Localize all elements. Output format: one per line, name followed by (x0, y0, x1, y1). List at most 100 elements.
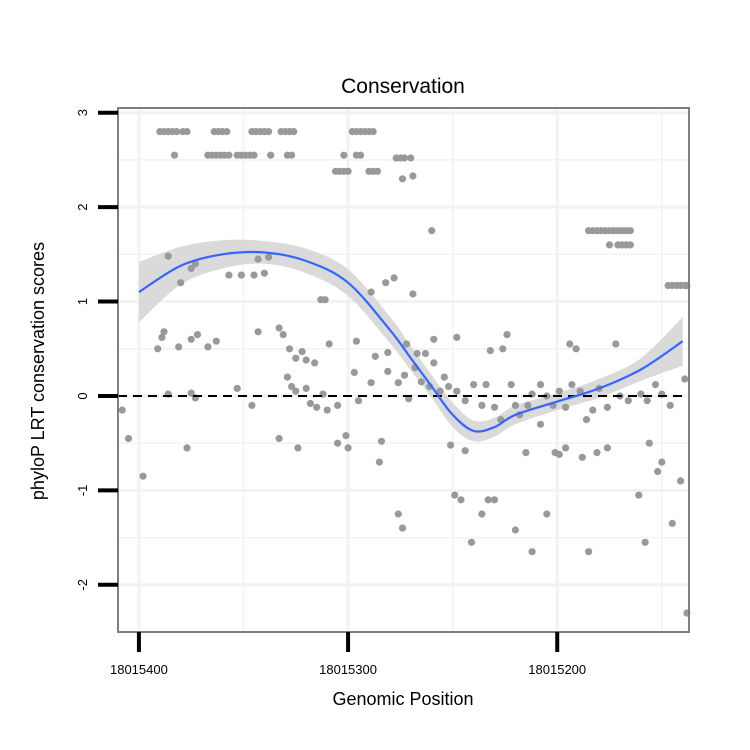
data-point (334, 401, 342, 409)
data-point (511, 526, 519, 534)
data-point (384, 348, 392, 357)
data-point (354, 397, 363, 405)
data-point (275, 324, 283, 332)
data-point (187, 389, 195, 397)
y-axis-title: phyloP LRT conservation scores (28, 242, 48, 500)
data-point (626, 227, 635, 235)
data-point (482, 381, 490, 389)
data-point (453, 333, 461, 341)
data-point (212, 337, 220, 345)
data-point (409, 172, 417, 180)
data-point (478, 510, 486, 518)
x-axis-title: Genomic Position (332, 689, 473, 709)
data-point (436, 387, 444, 395)
grid-lines (118, 108, 689, 633)
confidence-ribbon (138, 239, 683, 442)
data-point (677, 477, 685, 485)
data-point (484, 496, 492, 504)
data-point (175, 343, 183, 351)
data-point (311, 359, 319, 367)
data-point (407, 154, 415, 162)
data-point (555, 450, 563, 459)
data-point (177, 279, 185, 287)
data-point (405, 395, 413, 403)
data-point (603, 403, 612, 411)
data-point (467, 538, 476, 546)
data-point (118, 406, 126, 414)
data-point (398, 175, 407, 183)
data-point (193, 331, 202, 339)
data-point (626, 241, 635, 249)
data-point (490, 403, 499, 411)
data-point (237, 271, 245, 279)
data-point (612, 340, 620, 348)
x-tick-label: 18015200 (528, 662, 586, 677)
y-axis: -2 -1 0 1 2 3 (75, 109, 118, 591)
data-point (285, 345, 294, 353)
data-point (681, 375, 689, 383)
data-point (603, 444, 612, 452)
data-point (377, 437, 386, 445)
y-tick-label: 0 (75, 392, 90, 399)
data-point (164, 252, 172, 260)
data-point (160, 328, 168, 336)
data-point (371, 352, 379, 360)
data-point (254, 328, 262, 336)
data-point (369, 128, 377, 136)
data-point (524, 401, 532, 409)
data-point (486, 347, 494, 355)
data-point (478, 401, 486, 409)
data-point (394, 510, 402, 518)
data-point (536, 381, 545, 389)
data-point (223, 128, 231, 136)
data-point (637, 390, 645, 398)
data-point (250, 151, 258, 159)
data-point (461, 447, 469, 455)
data-point (605, 241, 614, 249)
data-point (225, 271, 233, 279)
data-point (382, 279, 390, 287)
data-point (139, 472, 147, 480)
smooth-line (138, 250, 684, 433)
x-axis: 18015400 18015300 18015200 (110, 632, 586, 677)
panel-border (117, 107, 690, 633)
data-point (233, 384, 241, 392)
data-point (409, 290, 417, 298)
data-point (292, 387, 300, 395)
data-point (562, 444, 570, 452)
data-point (283, 373, 291, 381)
data-points (118, 128, 691, 617)
data-point (375, 458, 383, 466)
data-point (313, 403, 321, 411)
data-point (292, 354, 300, 362)
data-point (413, 349, 421, 358)
data-point (576, 387, 584, 395)
data-point (645, 439, 653, 447)
data-point (511, 401, 519, 409)
data-point (367, 379, 375, 387)
data-point (170, 151, 179, 159)
data-point (267, 151, 275, 159)
data-point (444, 382, 453, 391)
data-point (288, 382, 296, 391)
y-tick-label: 1 (75, 298, 90, 305)
y-tick-label: 2 (75, 203, 90, 210)
data-point (384, 367, 392, 375)
confidence-ribbon-layer (138, 239, 683, 442)
data-point (400, 371, 409, 379)
data-point (183, 128, 191, 136)
data-point (254, 255, 262, 263)
data-point (507, 381, 515, 389)
data-point (490, 496, 499, 504)
data-point (340, 151, 348, 159)
data-point (641, 538, 649, 546)
data-point (566, 340, 574, 348)
data-point (403, 340, 411, 348)
data-point (447, 441, 455, 449)
data-point (367, 288, 375, 296)
data-point (158, 333, 166, 341)
data-point (503, 331, 511, 339)
x-tick-label: 18015400 (110, 662, 168, 677)
data-point (357, 151, 365, 159)
data-point (265, 253, 273, 261)
